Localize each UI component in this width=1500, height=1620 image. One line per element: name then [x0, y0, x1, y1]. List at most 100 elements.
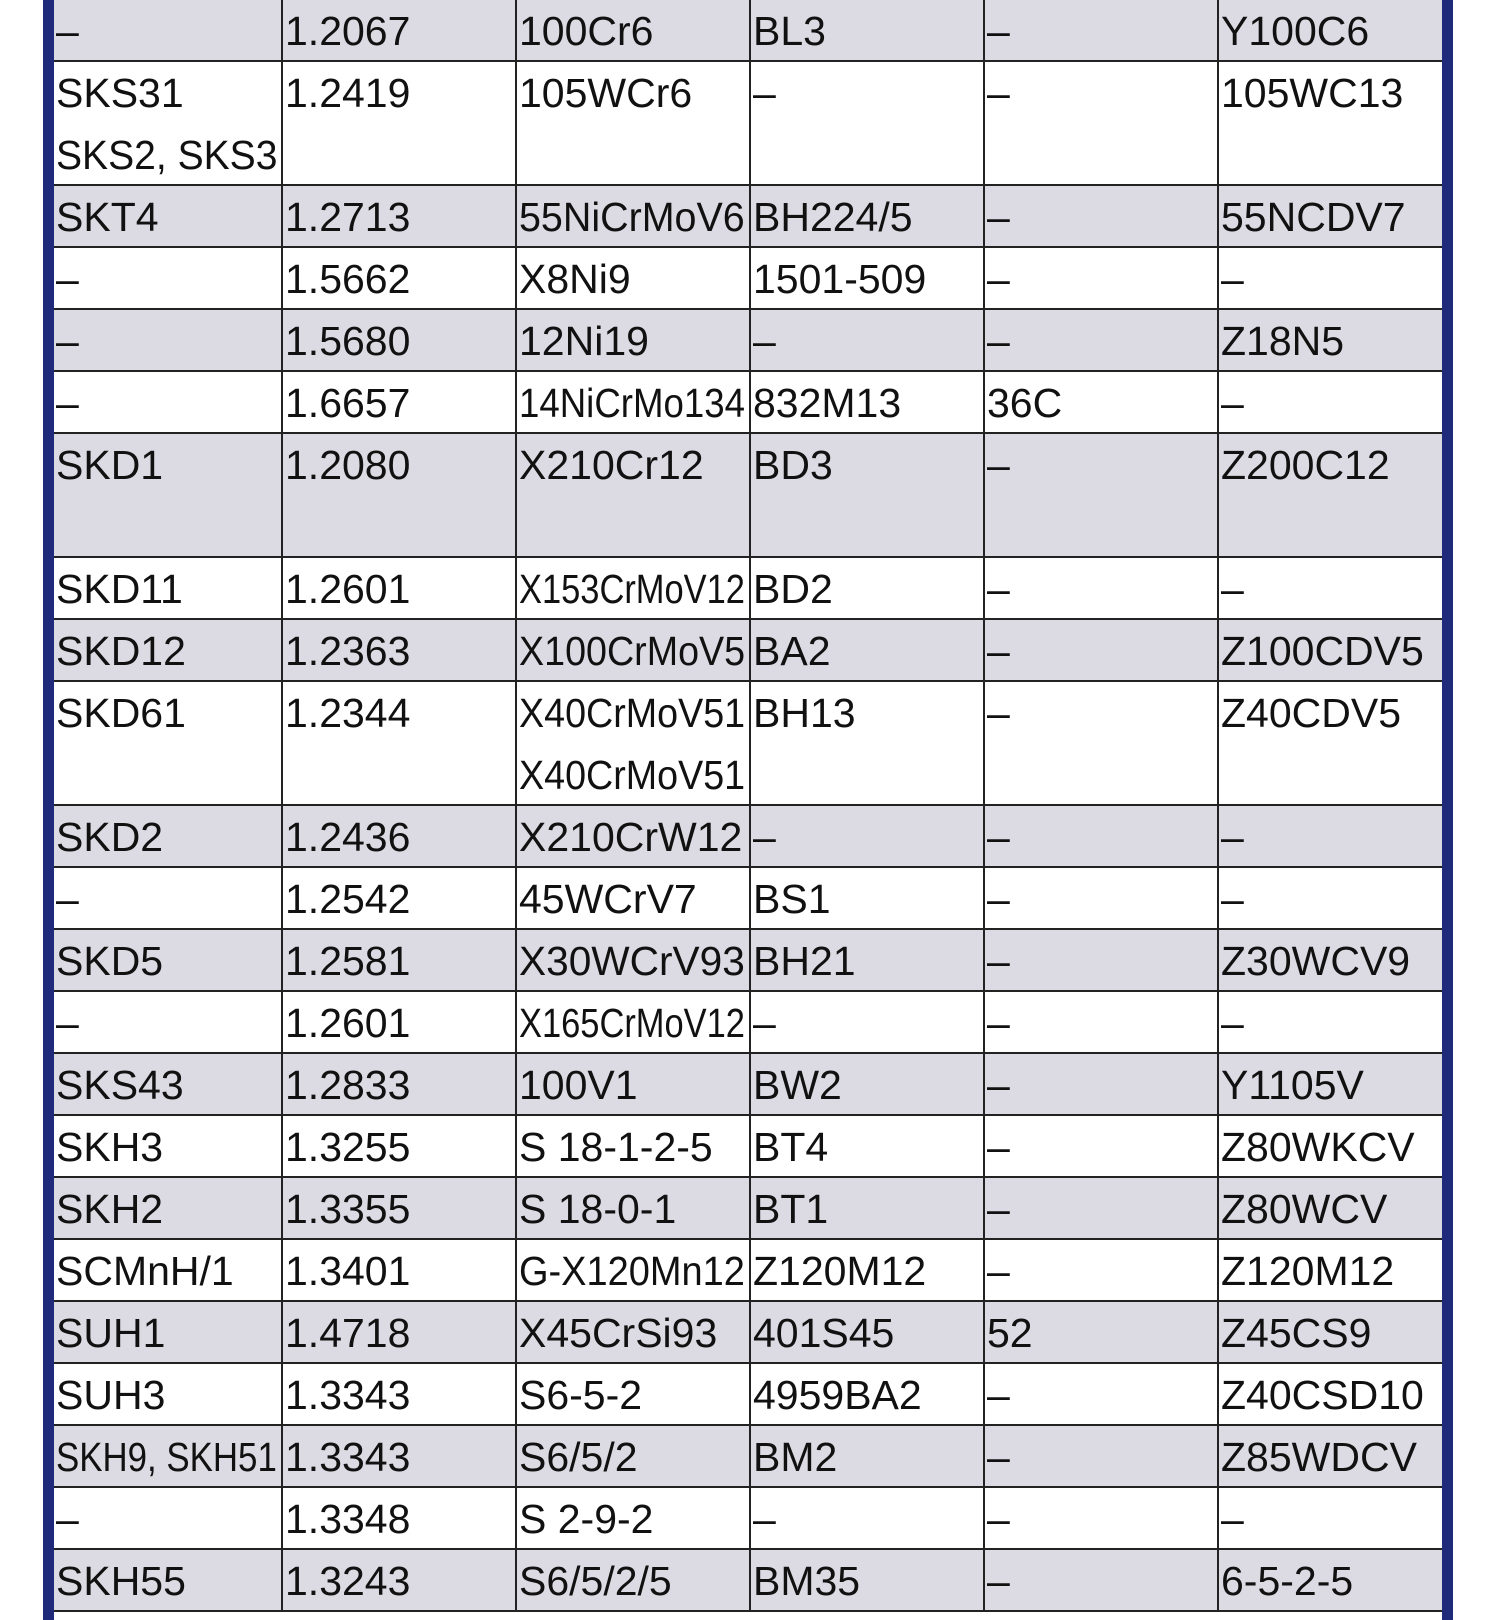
- cell-text: Z30WCV9: [1221, 938, 1411, 984]
- cell-text: –: [1221, 814, 1244, 860]
- cell-text: S 18-1-2-5: [519, 1124, 713, 1170]
- cell-text: SKD5: [56, 938, 164, 984]
- table-cell: Y1105V: [1219, 1054, 1442, 1114]
- cell-text: –: [987, 256, 1010, 302]
- table-row: SKH9, SKH51 1.3343 S6/5/2 BM2 – Z85WDCV: [54, 1426, 1442, 1488]
- cell-text: –: [987, 318, 1010, 364]
- table-cell: SKD1: [54, 434, 283, 556]
- table-cell: 1.3348: [283, 1488, 517, 1548]
- cell-text: BH21: [753, 938, 856, 984]
- cell-text: –: [1221, 566, 1244, 612]
- cell-text: –: [56, 318, 79, 364]
- cell-text: S 2-9-2: [519, 1496, 654, 1542]
- table-cell: Z85WDCV: [1219, 1426, 1442, 1486]
- cell-text: –: [1221, 1496, 1244, 1542]
- table-cell: 1.3243: [283, 1550, 517, 1610]
- cell-text: BS1: [753, 876, 831, 922]
- table-cell: Z120M12: [751, 1240, 985, 1300]
- table-cell: BA2: [751, 620, 985, 680]
- table-cell: –: [985, 434, 1219, 556]
- table-cell: G-X120Mn12: [517, 1240, 751, 1300]
- table-row: SCMnH/1 1.3401 G-X120Mn12 Z120M12– Z120M12: [54, 1240, 1442, 1302]
- cell-text: 52: [987, 1310, 1033, 1356]
- table-cell: SKD61: [54, 682, 283, 804]
- table-cell: SCMnH/1: [54, 1240, 283, 1300]
- cell-text: Z80WKCV: [1221, 1124, 1415, 1170]
- cell-text: 105WC13: [1221, 70, 1404, 116]
- table-cell: SUH1: [54, 1302, 283, 1362]
- cell-text: 45WCrV7: [519, 876, 697, 922]
- cell-text: SKD61: [56, 690, 186, 736]
- cell-text: 1.2419: [285, 70, 411, 116]
- table-cell: –: [985, 1426, 1219, 1486]
- table-cell: –: [985, 930, 1219, 990]
- table-cell: BD3: [751, 434, 985, 556]
- table-cell: SKS43: [54, 1054, 283, 1114]
- cell-text: X8Ni9: [519, 256, 631, 302]
- cell-text: –: [987, 1372, 1010, 1418]
- cell-text: SKH55: [56, 1558, 186, 1604]
- cell-text: S6/5/2: [519, 1434, 638, 1480]
- table-cell: X153CrMoV12: [517, 558, 751, 618]
- cell-text: BT4: [753, 1124, 829, 1170]
- table-row: SUH3 1.3343 S6-5-2 4959BA2 – Z40CSD10: [54, 1364, 1442, 1426]
- cell-text: BL3: [753, 8, 826, 54]
- table-cell: –: [985, 62, 1219, 184]
- table-cell: –: [1219, 372, 1442, 432]
- table-cell: –: [1219, 868, 1442, 928]
- table-cell: 1.5680: [283, 310, 517, 370]
- cell-text: –: [987, 814, 1010, 860]
- table-cell: –: [54, 1488, 283, 1548]
- table-cell: BH13: [751, 682, 985, 804]
- table-cell: BT4: [751, 1116, 985, 1176]
- table-row: – 1.5680 12Ni19 – – Z18N5: [54, 310, 1442, 372]
- cell-text: –: [987, 1000, 1010, 1046]
- table-row: SUH1 1.4718 X45CrSi93 401S45 52 Z45CS9: [54, 1302, 1442, 1364]
- table-cell: 1.2344: [283, 682, 517, 804]
- cell-text: –: [987, 1186, 1010, 1232]
- cell-text: 1.3348: [285, 1496, 411, 1542]
- cell-text: 1.2436: [285, 814, 411, 860]
- cell-text: 55NiCrMoV6: [519, 194, 745, 240]
- cell-text: –: [1221, 380, 1244, 426]
- table-cell: BL3: [751, 0, 985, 60]
- table-cell: BW2: [751, 1054, 985, 1114]
- cell-text: Z80WCV: [1221, 1186, 1388, 1232]
- cell-text: –: [753, 1000, 776, 1046]
- table-cell: –: [54, 868, 283, 928]
- table-cell: –: [54, 0, 283, 60]
- cell-text: SKH2: [56, 1186, 164, 1232]
- table-cell: 1.2419: [283, 62, 517, 184]
- cell-text: –: [56, 380, 79, 426]
- cell-text: X45CrSi93: [519, 1310, 718, 1356]
- cell-text: –: [987, 628, 1010, 674]
- table-cell: SKH9, SKH51: [54, 1426, 283, 1486]
- cell-text: Z85WDCV: [1221, 1434, 1417, 1480]
- table-cell: –: [985, 1116, 1219, 1176]
- left-border: [43, 0, 54, 1620]
- cell-text: 1.2080: [285, 442, 411, 488]
- table-row: – 1.2542 45WCrV7 BS1 – –: [54, 868, 1442, 930]
- cell-text: BT1: [753, 1186, 829, 1232]
- table-cell: –: [985, 1178, 1219, 1238]
- cell-text: –: [987, 1124, 1010, 1170]
- cell-text: –: [987, 442, 1010, 488]
- cell-text: Z120M12: [1221, 1248, 1395, 1294]
- cell-text: –: [753, 1496, 776, 1542]
- cell-text: BM35: [753, 1558, 861, 1604]
- cell-text: –: [1221, 876, 1244, 922]
- table-cell: X8Ni9: [517, 248, 751, 308]
- table-cell: –: [985, 310, 1219, 370]
- cell-text: BM2: [753, 1434, 838, 1480]
- cell-text: 105WCr6: [519, 70, 693, 116]
- table-cell: –: [985, 248, 1219, 308]
- table: –1.2067 100Cr6 BL3– Y100C6 SKS31 SKS2, SKS3 1.…: [54, 0, 1442, 1612]
- table-cell: S 18-0-1: [517, 1178, 751, 1238]
- table-cell: Z30WCV9: [1219, 930, 1442, 990]
- cell-text: 1.3243: [285, 1558, 411, 1604]
- table-cell: 1.2601: [283, 992, 517, 1052]
- table-cell: 4959BA2: [751, 1364, 985, 1424]
- table-cell: 1.4718: [283, 1302, 517, 1362]
- table-row: SKH3 1.3255 S 18-1-2-5 BT4 – Z80WKCV: [54, 1116, 1442, 1178]
